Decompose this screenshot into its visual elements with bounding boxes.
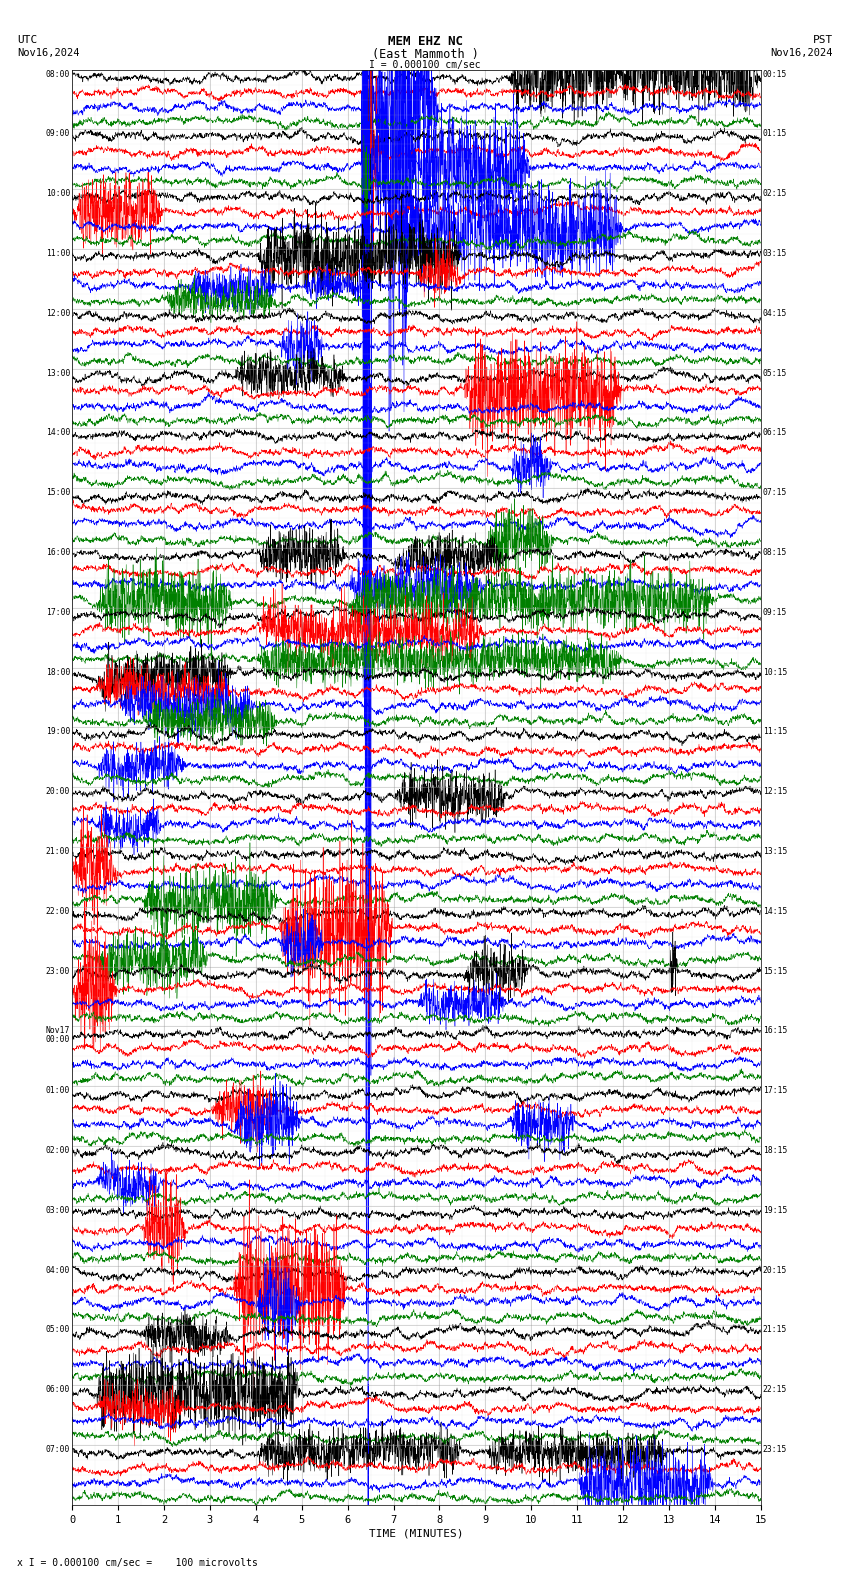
Text: 20:15: 20:15 [762,1266,787,1275]
Text: 23:15: 23:15 [762,1445,787,1454]
Text: 18:00: 18:00 [46,668,71,676]
Text: 06:00: 06:00 [46,1384,71,1394]
Text: 06:15: 06:15 [762,428,787,437]
Text: 19:00: 19:00 [46,727,71,737]
Text: 05:00: 05:00 [46,1326,71,1334]
Text: MEM EHZ NC: MEM EHZ NC [388,35,462,48]
Text: 14:00: 14:00 [46,428,71,437]
Text: 11:15: 11:15 [762,727,787,737]
Text: 13:00: 13:00 [46,369,71,377]
Text: 12:15: 12:15 [762,787,787,797]
Text: UTC: UTC [17,35,37,44]
Text: 11:00: 11:00 [46,249,71,258]
Text: 09:00: 09:00 [46,130,71,138]
Text: 08:00: 08:00 [46,70,71,79]
Text: Nov16,2024: Nov16,2024 [17,48,80,57]
Text: x I = 0.000100 cm/sec =    100 microvolts: x I = 0.000100 cm/sec = 100 microvolts [17,1559,258,1568]
Text: 23:00: 23:00 [46,966,71,976]
Text: 16:00: 16:00 [46,548,71,558]
Text: 21:00: 21:00 [46,847,71,855]
Text: 01:15: 01:15 [762,130,787,138]
Text: Nov17
00:00: Nov17 00:00 [46,1026,71,1044]
X-axis label: TIME (MINUTES): TIME (MINUTES) [369,1529,464,1538]
Text: 12:00: 12:00 [46,309,71,318]
Text: 00:15: 00:15 [762,70,787,79]
Text: 05:15: 05:15 [762,369,787,377]
Text: 17:15: 17:15 [762,1087,787,1095]
Text: 21:15: 21:15 [762,1326,787,1334]
Text: 02:00: 02:00 [46,1147,71,1155]
Text: 02:15: 02:15 [762,190,787,198]
Text: 08:15: 08:15 [762,548,787,558]
Text: 19:15: 19:15 [762,1205,787,1215]
Text: I = 0.000100 cm/sec: I = 0.000100 cm/sec [369,60,481,70]
Text: 18:15: 18:15 [762,1147,787,1155]
Text: PST: PST [813,35,833,44]
Text: 15:00: 15:00 [46,488,71,497]
Text: 03:15: 03:15 [762,249,787,258]
Text: Nov16,2024: Nov16,2024 [770,48,833,57]
Text: 01:00: 01:00 [46,1087,71,1095]
Text: (East Mammoth ): (East Mammoth ) [371,48,479,60]
Text: 10:00: 10:00 [46,190,71,198]
Text: 22:15: 22:15 [762,1384,787,1394]
Text: 20:00: 20:00 [46,787,71,797]
Text: 04:00: 04:00 [46,1266,71,1275]
Text: 03:00: 03:00 [46,1205,71,1215]
Text: 07:00: 07:00 [46,1445,71,1454]
Text: 16:15: 16:15 [762,1026,787,1036]
Text: 04:15: 04:15 [762,309,787,318]
Text: 22:00: 22:00 [46,906,71,916]
Text: 17:00: 17:00 [46,608,71,616]
Text: 09:15: 09:15 [762,608,787,616]
Text: 15:15: 15:15 [762,966,787,976]
Text: 13:15: 13:15 [762,847,787,855]
Text: 07:15: 07:15 [762,488,787,497]
Text: 10:15: 10:15 [762,668,787,676]
Text: 14:15: 14:15 [762,906,787,916]
